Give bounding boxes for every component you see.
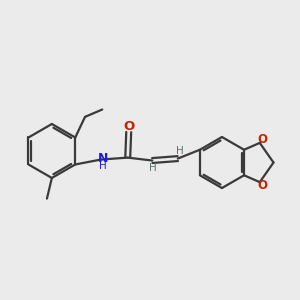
Text: N: N [98,152,108,165]
Text: O: O [258,134,268,146]
Text: O: O [258,178,268,192]
Text: H: H [99,161,106,171]
Text: H: H [176,146,184,156]
Text: O: O [123,120,134,133]
Text: H: H [149,164,157,173]
